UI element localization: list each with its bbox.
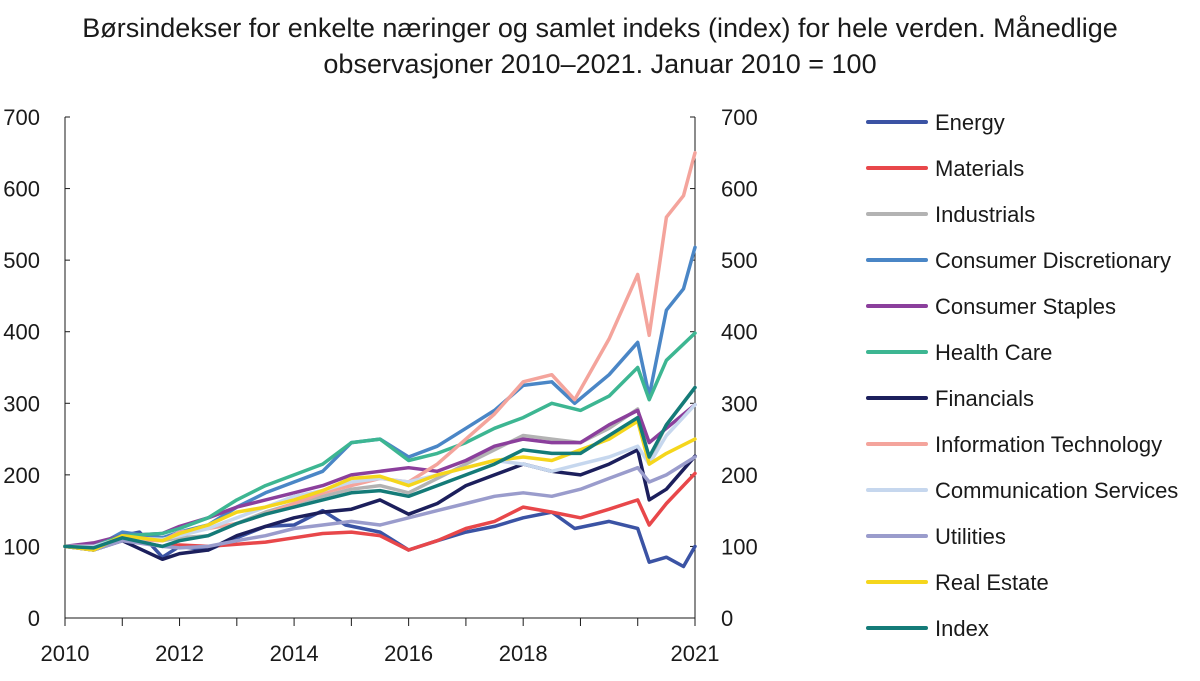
series-line-utilities (63, 455, 697, 552)
legend-label: Communication Services (935, 478, 1178, 503)
y-tick-label-right: 700 (721, 105, 758, 130)
legend-label: Utilities (935, 524, 1006, 549)
legend-item-energy: Energy (866, 110, 1005, 135)
legend-item-utilities: Utilities (866, 524, 1006, 549)
legend-item-communication-services: Communication Services (866, 478, 1178, 503)
x-tick-label: 2014 (270, 641, 319, 666)
x-tick-label: 2010 (41, 641, 90, 666)
y-tick-label-right: 0 (721, 606, 733, 631)
x-tick-label: 2012 (155, 641, 204, 666)
series-line-index (63, 385, 697, 550)
y-tick-label-left: 400 (3, 320, 40, 345)
y-tick-label-left: 0 (28, 606, 40, 631)
series-lines (63, 151, 697, 569)
legend-label: Energy (935, 110, 1005, 135)
legend-label: Materials (935, 156, 1024, 181)
legend-label: Financials (935, 386, 1034, 411)
legend-item-consumer-staples: Consumer Staples (866, 294, 1116, 319)
y-tick-label-left: 500 (3, 248, 40, 273)
legend-item-information-technology: Information Technology (866, 432, 1162, 457)
legend-label: Industrials (935, 202, 1035, 227)
y-tick-label-right: 300 (721, 391, 758, 416)
legend-item-health-care: Health Care (866, 340, 1052, 365)
chart-title-line-1: Børsindekser for enkelte næringer og sam… (82, 13, 1118, 43)
y-tick-label-left: 600 (3, 177, 40, 202)
y-tick-label-left: 100 (3, 534, 40, 559)
series-line-real-estate (63, 419, 697, 552)
x-tick-label: 2021 (671, 641, 720, 666)
y-tick-label-right: 400 (721, 320, 758, 345)
legend-item-industrials: Industrials (866, 202, 1035, 227)
legend-label: Real Estate (935, 570, 1049, 595)
series-line-financials (63, 448, 697, 562)
y-tick-label-right: 600 (721, 177, 758, 202)
y-tick-label-left: 300 (3, 391, 40, 416)
x-tick-label: 2016 (384, 641, 433, 666)
legend-label: Consumer Staples (935, 294, 1116, 319)
chart-title: Børsindekser for enkelte næringer og sam… (0, 10, 1200, 82)
legend-label: Information Technology (935, 432, 1162, 457)
legend-label: Consumer Discretionary (935, 248, 1171, 273)
chart-title-line-2: observasjoner 2010–2021. Januar 2010 = 1… (323, 49, 877, 79)
legend-item-index: Index (866, 616, 989, 641)
legend-item-consumer-discretionary: Consumer Discretionary (866, 248, 1171, 273)
legend-label: Health Care (935, 340, 1052, 365)
series-line-health-care (63, 331, 697, 549)
y-tick-label-right: 500 (721, 248, 758, 273)
legend-item-financials: Financials (866, 386, 1034, 411)
legend-item-real-estate: Real Estate (866, 570, 1049, 595)
series-line-industrials (63, 385, 697, 551)
series-line-consumer-discretionary (63, 245, 697, 550)
legend-item-materials: Materials (866, 156, 1024, 181)
y-tick-label-right: 200 (721, 463, 758, 488)
chart-axes: 0 0 100 100 200 200 300 300 400 400 500 500 600 600 70… (3, 105, 757, 666)
x-tick-label: 2018 (499, 641, 548, 666)
legend-label: Index (935, 616, 989, 641)
y-tick-label-left: 700 (3, 105, 40, 130)
y-tick-label-right: 100 (721, 534, 758, 559)
legend: Energy Materials Industrials Consumer Discr… (866, 110, 1178, 641)
series-line-materials (63, 471, 697, 552)
y-tick-label-left: 200 (3, 463, 40, 488)
